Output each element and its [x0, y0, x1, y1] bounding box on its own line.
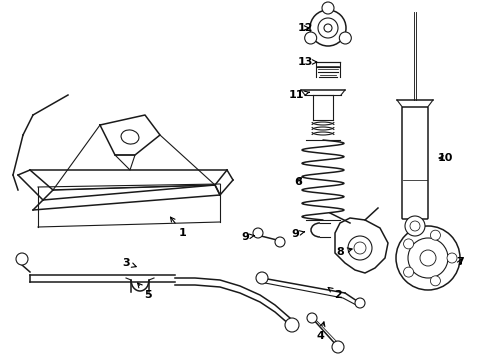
- Text: 11: 11: [288, 90, 309, 100]
- Circle shape: [332, 341, 344, 353]
- Text: 5: 5: [138, 283, 152, 300]
- Circle shape: [354, 242, 366, 254]
- Circle shape: [430, 230, 441, 240]
- Circle shape: [396, 226, 460, 290]
- Circle shape: [404, 239, 414, 249]
- Text: 6: 6: [294, 177, 302, 187]
- Circle shape: [256, 272, 268, 284]
- Circle shape: [305, 32, 317, 44]
- Circle shape: [348, 236, 372, 260]
- Circle shape: [275, 237, 285, 247]
- Text: 7: 7: [456, 257, 464, 267]
- Text: 10: 10: [437, 153, 453, 163]
- Text: 1: 1: [171, 217, 187, 238]
- Text: 4: 4: [316, 322, 325, 341]
- Circle shape: [405, 216, 425, 236]
- Circle shape: [339, 32, 351, 44]
- Circle shape: [408, 238, 448, 278]
- Circle shape: [253, 228, 263, 238]
- Polygon shape: [335, 218, 388, 273]
- Text: 8: 8: [336, 247, 352, 257]
- Circle shape: [285, 318, 299, 332]
- Text: 9: 9: [241, 232, 255, 242]
- Circle shape: [447, 253, 457, 263]
- Circle shape: [410, 221, 420, 231]
- Text: 13: 13: [297, 57, 317, 67]
- Text: 9: 9: [291, 229, 305, 239]
- Circle shape: [310, 10, 346, 46]
- Circle shape: [318, 18, 338, 38]
- Circle shape: [307, 313, 317, 323]
- Ellipse shape: [121, 130, 139, 144]
- Text: 3: 3: [122, 258, 136, 268]
- FancyBboxPatch shape: [402, 107, 428, 219]
- Circle shape: [324, 24, 332, 32]
- Circle shape: [355, 298, 365, 308]
- Circle shape: [430, 276, 441, 286]
- Circle shape: [404, 267, 414, 277]
- Text: 12: 12: [297, 23, 313, 33]
- Circle shape: [420, 250, 436, 266]
- Circle shape: [322, 2, 334, 14]
- Circle shape: [16, 253, 28, 265]
- Text: 2: 2: [328, 287, 342, 300]
